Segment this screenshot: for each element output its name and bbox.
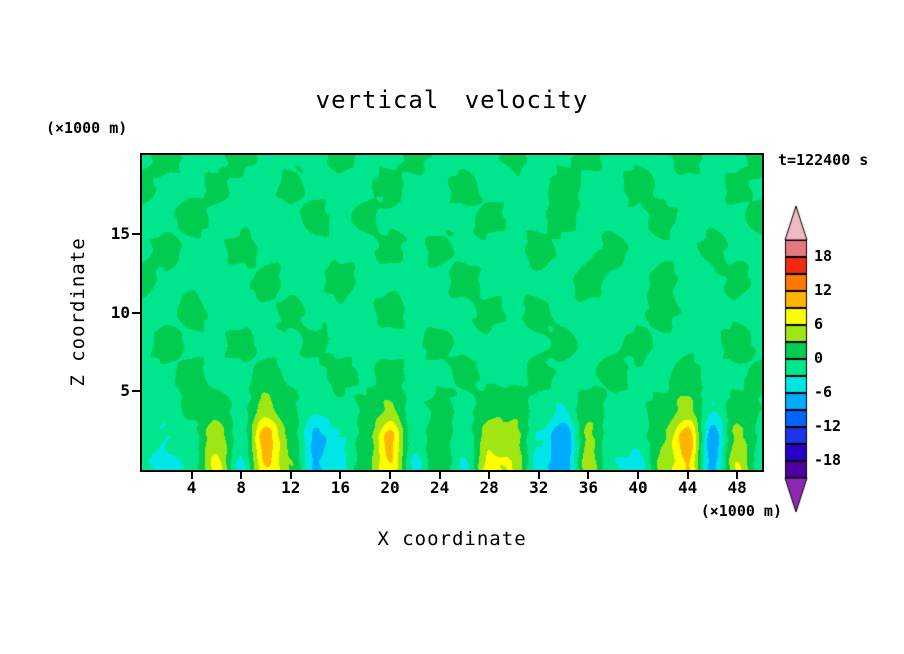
plot-area (140, 153, 764, 472)
x-tick-mark (438, 472, 441, 479)
contour-field-canvas (142, 155, 762, 470)
x-axis-unit-label: (×1000 m) (700, 502, 782, 520)
x-tick-mark (240, 472, 243, 479)
x-tick-label: 48 (727, 478, 747, 497)
colorbar (784, 200, 810, 520)
x-tick-label: 28 (479, 478, 499, 497)
x-tick-mark (488, 472, 491, 479)
x-tick-mark (686, 472, 689, 479)
y-tick-label: 5 (120, 381, 130, 401)
y-tick-label: 15 (110, 223, 130, 243)
colorbar-label: 0 (814, 349, 824, 367)
x-tick-label: 24 (429, 478, 450, 497)
x-tick-label: 16 (330, 478, 351, 497)
x-tick-label: 4 (186, 478, 197, 497)
colorbar-label: 12 (814, 281, 833, 299)
x-tick-mark (389, 472, 391, 479)
x-tick-mark (637, 472, 639, 479)
y-axis-unit-label: (×1000 m) (46, 119, 128, 137)
x-tick-label: 32 (529, 478, 549, 497)
x-tick-mark (587, 472, 590, 479)
x-tick-mark (190, 472, 193, 479)
x-tick-label: 12 (281, 478, 301, 497)
y-axis-title: Z coordinate (67, 237, 89, 387)
y-tick-mark (132, 311, 140, 314)
x-axis-title: X coordinate (377, 528, 527, 550)
colorbar-label: 18 (814, 247, 833, 265)
colorbar-label: 6 (814, 315, 824, 333)
x-tick-label: 40 (628, 478, 648, 497)
colorbar-label: -12 (814, 417, 842, 435)
x-tick-label: 44 (677, 478, 698, 497)
x-tick-label: 20 (380, 478, 400, 497)
x-tick-label: 36 (578, 478, 599, 497)
chart-title: vertical velocity (315, 86, 589, 114)
time-annotation: t=122400 s (778, 151, 869, 169)
x-tick-mark (339, 472, 342, 479)
x-tick-label: 8 (236, 478, 246, 497)
y-tick-mark (132, 232, 140, 235)
colorbar-label: -6 (814, 383, 833, 401)
x-tick-mark (537, 472, 540, 479)
y-tick-label: 10 (110, 302, 130, 322)
y-tick-mark (132, 390, 140, 393)
x-tick-mark (736, 472, 739, 479)
colorbar-label: -18 (814, 451, 842, 469)
x-tick-mark (289, 472, 292, 479)
